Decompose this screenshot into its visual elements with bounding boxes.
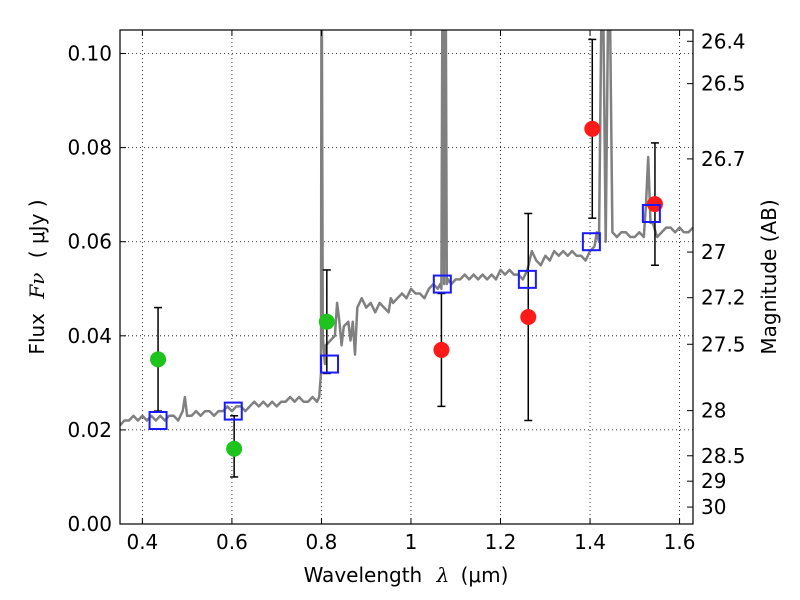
y-axis-title-symbol: Fν xyxy=(25,273,49,300)
y-tick-label: 0.04 xyxy=(67,324,112,348)
y2-tick-label: 26.5 xyxy=(701,72,746,96)
x-tick-label: 1.2 xyxy=(485,530,517,554)
y-axis-title-prefix: Flux xyxy=(25,313,49,355)
x-tick-label: 1 xyxy=(405,530,418,554)
y2-tick-label: 28 xyxy=(701,399,726,423)
tick-layer: 0.4 0.6 0.8 1 1.2 1.4 1.6 0.00 0.02 0.04 0.06 0.08 0… xyxy=(67,29,745,554)
y-axis-title-unit: ( μJy ) xyxy=(25,199,49,258)
data-point-square xyxy=(432,274,452,294)
plot-frame xyxy=(119,29,694,525)
y-tick-label: 0.02 xyxy=(67,418,112,442)
y2-tick-label: 28.5 xyxy=(701,444,746,468)
data-point-square xyxy=(641,203,661,223)
data-point-circle xyxy=(520,308,537,325)
y2-tick-label: 27.5 xyxy=(701,332,746,356)
data-point-circle xyxy=(584,120,601,137)
data-point-circle xyxy=(226,440,243,457)
y2-tick-label: 26.4 xyxy=(701,29,746,53)
data-point-square xyxy=(517,269,537,289)
y2-tick-label: 26.7 xyxy=(701,147,746,171)
marker-layer xyxy=(148,38,663,478)
y-tick-label: 0.06 xyxy=(67,230,112,254)
y-tick-label: 0.00 xyxy=(67,512,112,536)
x-tick-label: 0.8 xyxy=(306,530,338,554)
x-tick-label: 0.4 xyxy=(126,530,158,554)
y2-tick-label: 29 xyxy=(701,469,726,493)
y2-tick-label: 27 xyxy=(701,240,726,264)
spectrum-line xyxy=(120,30,693,427)
y-tick-label: 0.08 xyxy=(67,136,112,160)
y2-tick-label: 30 xyxy=(701,495,726,519)
x-axis-title-prefix: Wavelength xyxy=(304,563,423,587)
data-point-circle xyxy=(150,351,167,368)
y-tick-label: 0.10 xyxy=(67,42,112,66)
data-point-circle xyxy=(433,341,450,358)
x-tick-label: 1.4 xyxy=(574,530,606,554)
x-axis-title-unit: (μm) xyxy=(461,563,509,587)
x-tick-label: 0.6 xyxy=(216,530,248,554)
x-axis-title: Wavelength λ (μm) xyxy=(304,563,509,587)
data-point-square xyxy=(223,401,243,421)
data-point-circle xyxy=(318,313,335,330)
x-axis-title-symbol: λ xyxy=(436,563,450,587)
y-axis-title: Flux Fν ( μJy ) xyxy=(25,199,49,354)
x-tick-label: 1.6 xyxy=(664,530,696,554)
data-point-square xyxy=(148,410,168,430)
plot-layer xyxy=(120,30,693,427)
data-point-square xyxy=(320,354,340,374)
y2-tick-label: 27.2 xyxy=(701,286,746,310)
data-point-square xyxy=(581,232,601,252)
y2-axis-title: Magnitude (AB) xyxy=(757,199,781,354)
